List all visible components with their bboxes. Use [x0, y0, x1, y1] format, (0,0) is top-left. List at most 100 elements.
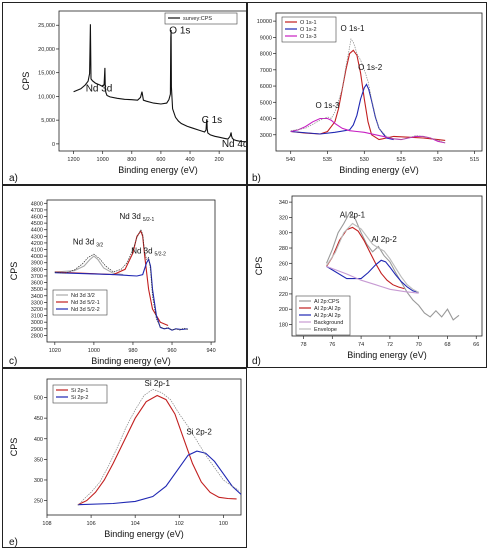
- chart-panel-c: 1020 1000 980 960 940 2800 2900 3000 3100 3200 330…: [2, 185, 247, 368]
- chart-c-y-tick-label: 2800: [31, 333, 43, 339]
- chart-a-annotation-text: Nd 4d: [222, 139, 247, 150]
- chart-c-x-tick-label: 980: [128, 348, 137, 354]
- chart-b-annotation-text: O 1s-3: [315, 101, 340, 110]
- chart-d-y-tick-label: 280: [279, 246, 288, 252]
- chart-a-annotation-text: C 1s: [202, 115, 223, 126]
- chart-e-annotation: Si 2p-1: [145, 379, 171, 388]
- chart-d-x-tick-label: 66: [473, 342, 479, 348]
- chart-b-x-tick-label: 515: [470, 157, 479, 163]
- chart-d-y-tick-label: 260: [279, 261, 288, 267]
- chart-c-annotation-sub: 5/2-1: [143, 217, 155, 223]
- chart-c-y-tick-label: 3100: [31, 314, 43, 320]
- chart-b-y-tick-label: 10000: [257, 19, 272, 25]
- chart-d-legend-label: Al 2p:Al 2p: [314, 313, 341, 319]
- chart-a-annotation: Nd 4d: [222, 139, 247, 150]
- chart-b-legend-label: O 1s-3: [300, 34, 317, 40]
- chart-c-annotation-sub: 3/2: [96, 242, 103, 248]
- chart-c-y-tick-label: 4600: [31, 215, 43, 221]
- chart-c-annotation-text: Nd 3d: [131, 246, 152, 255]
- chart-c-y-tick-label: 3700: [31, 274, 43, 280]
- chart-d-y-tick-label: 240: [279, 277, 288, 283]
- chart-d-x-tick-label: 70: [416, 342, 422, 348]
- chart-b-legend-label: O 1s-2: [300, 27, 317, 33]
- chart-b-y-tick-label: 3000: [260, 133, 272, 139]
- chart-e-y-axis-label: CPS: [9, 438, 19, 457]
- chart-panel-d: 78 76 74 72 70 68 66 180 200 220 240 260 280 300 320 34…: [247, 185, 487, 368]
- chart-e-y-tick-label: 400: [34, 437, 43, 443]
- chart-e-legend-label: Si 2p-1: [71, 388, 88, 394]
- chart-d-legend-label: Background: [314, 320, 343, 326]
- chart-panel-b: 540 535 530 525 520 515 3000 4000 5000 6000 7000 80…: [247, 2, 487, 185]
- chart-panel-e: 108 106 104 102 100 250 300 350 400 450 500 Binding…: [2, 368, 247, 548]
- chart-d-x-tick-label: 74: [358, 342, 364, 348]
- chart-a-y-tick-label: 20,000: [38, 47, 55, 53]
- chart-b-x-axis-label: Binding energy (eV): [339, 165, 419, 175]
- chart-c-annotation-sub: 5/2-2: [155, 251, 167, 257]
- chart-d-y-axis-label: CPS: [254, 257, 264, 276]
- chart-c-annotation-text: Nd 3d: [119, 212, 140, 221]
- chart-c-y-tick-label: 3200: [31, 307, 43, 313]
- chart-e-annotation-text: Si 2p-1: [145, 379, 171, 388]
- chart-d-series-line-2: [326, 259, 419, 293]
- chart-c-series-line-1: [54, 229, 169, 327]
- chart-a-plot-frame: [58, 10, 246, 152]
- chart-d-legend-label: Al 2p:Al 2p: [314, 306, 341, 312]
- chart-c-annotation: Nd 3d 5/2-1: [119, 212, 154, 223]
- chart-b-panel-label: b): [252, 173, 261, 184]
- chart-d-x-tick-label: 68: [444, 342, 450, 348]
- chart-e-annotation-text: Si 2p-2: [186, 428, 212, 437]
- chart-c-legend-label: Nd 3d 5/2-1: [71, 300, 100, 306]
- chart-c-annotation: Nd 3d 5/2-2: [131, 246, 166, 257]
- chart-b-annotation: O 1s-2: [358, 63, 383, 72]
- chart-d-y-tick-label: 320: [279, 215, 288, 221]
- chart-c-y-tick-label: 2900: [31, 327, 43, 333]
- chart-e-x-tick-label: 108: [42, 521, 51, 527]
- chart-d: 78 76 74 72 70 68 66 180 200 220 240 260 280 300 320 34…: [252, 195, 483, 367]
- chart-b-x-tick-label: 525: [396, 157, 405, 163]
- chart-b-y-tick-label: 4000: [260, 117, 272, 123]
- chart-c-panel-label: c): [9, 356, 17, 367]
- chart-e-x-tick-label: 104: [131, 521, 140, 527]
- chart-e-series-line-1: [77, 450, 242, 506]
- chart-b-series-line-1: [290, 83, 394, 141]
- chart-c-y-tick-label: 3800: [31, 267, 43, 273]
- chart-c-y-tick-label: 4300: [31, 234, 43, 240]
- chart-b-y-tick-label: 7000: [260, 68, 272, 74]
- chart-e-x-tick-label: 100: [219, 521, 228, 527]
- chart-a-x-axis-label: Binding energy (eV): [118, 165, 198, 175]
- chart-d-y-tick-label: 220: [279, 292, 288, 298]
- chart-e-annotation: Si 2p-2: [186, 428, 212, 437]
- chart-c-y-tick-label: 3400: [31, 294, 43, 300]
- chart-a-y-tick-label: 10,000: [38, 94, 55, 100]
- chart-b-plot-frame: [275, 12, 483, 152]
- chart-a-legend-box: [164, 12, 238, 25]
- chart-b-x-tick-label: 540: [286, 157, 295, 163]
- chart-b-x-tick-label: 535: [323, 157, 332, 163]
- chart-e-plot-frame: [46, 378, 242, 516]
- chart-d-y-tick-label: 300: [279, 231, 288, 237]
- chart-e-series-line-2: [77, 388, 239, 506]
- chart-d-y-tick-label: 200: [279, 307, 288, 313]
- chart-c-x-tick-label: 960: [167, 348, 176, 354]
- chart-a-y-tick-label: 15,000: [38, 71, 55, 77]
- chart-d-x-axis-label: Binding energy (eV): [347, 350, 427, 360]
- chart-d-legend-label: Envelope: [314, 327, 337, 333]
- chart-a-panel-label: a): [9, 173, 18, 184]
- chart-a-x-tick-label: 1200: [67, 157, 79, 163]
- chart-c-y-tick-label: 4500: [31, 221, 43, 227]
- chart-a-x-tick-label: 1000: [97, 157, 109, 163]
- chart-c-legend-label: Nd 3d 3/2: [71, 293, 95, 299]
- chart-b-x-tick-label: 530: [360, 157, 369, 163]
- chart-c-x-axis-label: Binding energy (eV): [91, 356, 171, 366]
- chart-a-annotation: C 1s: [202, 115, 223, 126]
- chart-c-x-tick-label: 1000: [88, 348, 100, 354]
- chart-d-series-line-0: [325, 211, 460, 321]
- chart-c-series-line-2: [54, 258, 188, 331]
- chart-a-annotation-text: O 1s: [169, 25, 190, 36]
- chart-b-y-tick-label: 9000: [260, 35, 272, 41]
- chart-c-y-tick-label: 3500: [31, 287, 43, 293]
- chart-d-series-line-4: [326, 222, 419, 293]
- chart-a-series-line-0: [73, 24, 246, 143]
- chart-e-y-tick-label: 300: [34, 478, 43, 484]
- chart-b-series-line-0: [290, 49, 446, 141]
